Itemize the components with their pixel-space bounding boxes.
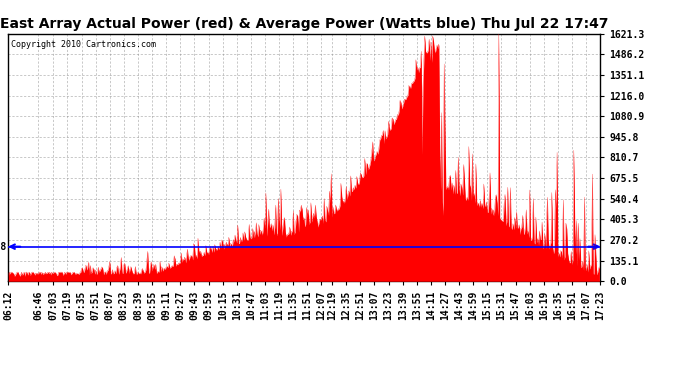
Text: Copyright 2010 Cartronics.com: Copyright 2010 Cartronics.com — [11, 40, 156, 49]
Text: 226.48: 226.48 — [0, 242, 7, 252]
Title: East Array Actual Power (red) & Average Power (Watts blue) Thu Jul 22 17:47: East Array Actual Power (red) & Average … — [0, 17, 609, 31]
